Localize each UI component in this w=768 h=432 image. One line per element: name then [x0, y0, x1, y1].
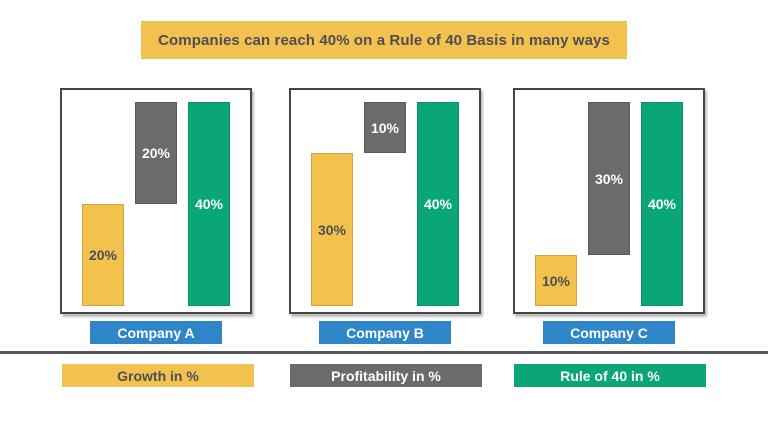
profitability-value-label: 20%	[141, 145, 171, 161]
legend-rule-of-40: Rule of 40 in %	[514, 364, 706, 387]
page-title: Companies can reach 40% on a Rule of 40 …	[158, 31, 610, 49]
title-banner: Companies can reach 40% on a Rule of 40 …	[141, 21, 627, 59]
growth-value-label: 20%	[88, 247, 118, 263]
growth-bar: 20%	[82, 204, 124, 306]
growth-value-label: 10%	[541, 272, 571, 289]
rule-of-40-bar: 40%	[188, 102, 230, 306]
growth-bar: 10%	[535, 255, 577, 306]
legend-profitability: Profitability in %	[290, 364, 482, 387]
profitability-bar: 30%	[588, 102, 630, 255]
company-a-chart-frame: 20% 20% 40%	[60, 88, 252, 314]
company-a-badge: Company A	[90, 321, 222, 344]
growth-value-label: 30%	[317, 221, 347, 238]
company-b-chart-area: 30% 10% 40%	[291, 102, 479, 306]
profitability-value-label: 30%	[594, 170, 624, 187]
company-c-chart-frame: 10% 30% 40%	[513, 88, 705, 314]
rule-of-40-bar: 40%	[641, 102, 683, 306]
rule-of-40-value-label: 40%	[647, 196, 677, 212]
rule-of-40-bar: 40%	[417, 102, 459, 306]
rule-of-40-value-label: 40%	[423, 196, 453, 212]
profitability-bar: 10%	[364, 102, 406, 153]
company-c-badge: Company C	[543, 321, 675, 344]
legend-growth: Growth in %	[62, 364, 254, 387]
horizontal-divider	[0, 351, 768, 354]
rule-of-40-value-label: 40%	[194, 196, 224, 212]
company-b-panel: 30% 10% 40% Company B	[289, 88, 481, 344]
company-b-badge: Company B	[319, 321, 451, 344]
company-c-panel: 10% 30% 40% Company C	[513, 88, 705, 344]
company-a-panel: 20% 20% 40% Company A	[60, 88, 252, 344]
company-b-chart-frame: 30% 10% 40%	[289, 88, 481, 314]
company-c-chart-area: 10% 30% 40%	[515, 102, 703, 306]
company-a-chart-area: 20% 20% 40%	[62, 102, 250, 306]
profitability-value-label: 10%	[370, 119, 400, 136]
profitability-bar: 20%	[135, 102, 177, 204]
growth-bar: 30%	[311, 153, 353, 306]
